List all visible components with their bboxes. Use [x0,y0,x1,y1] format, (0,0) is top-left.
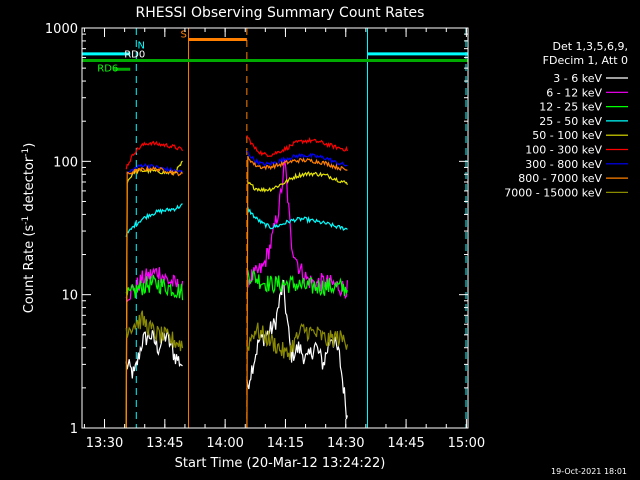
x-tick-label: 14:00 [206,436,243,451]
legend-label: 12 - 25 keV [539,101,602,114]
y-axis-label: Count Rate (s-1 detector-1) [21,143,37,314]
x-tick-label: 13:45 [146,436,183,451]
x-tick-label: 14:15 [267,436,304,451]
series-trace [125,310,184,352]
legend-header-line-2: FDecim 1, Att 0 [543,54,628,67]
x-tick-label: 15:00 [448,436,485,451]
legend-header-line-1: Det 1,3,5,6,9, [552,40,628,53]
series-5 [125,135,348,170]
series-trace [246,279,348,420]
footer-date: 19-Oct-2021 18:01 [551,467,627,476]
series-trace [125,275,184,301]
series-8 [125,310,348,361]
flag-label: RD6 [97,64,118,75]
flag-label: S [181,29,187,40]
legend-label: 50 - 100 keV [532,129,602,142]
series-trace [246,160,348,300]
flag-label: N [137,41,144,52]
chart-title: RHESSI Observing Summary Count Rates [136,5,425,21]
x-tick-label: 14:30 [327,436,364,451]
x-tick-label: 14:45 [387,436,424,451]
series-trace [125,140,184,170]
x-tick-label: 13:30 [86,436,123,451]
legend-label: 6 - 12 keV [546,86,602,99]
series-0 [125,279,348,420]
legend-label: 300 - 800 keV [525,158,602,171]
series-layer [125,135,348,428]
y-tick-label: 100 [53,155,78,170]
series-trace [125,203,183,238]
series-trace [246,135,348,158]
series-trace [246,155,348,428]
y-axis: 1 10 100 1000 [45,22,468,437]
series-2 [125,268,348,301]
series-3 [125,203,348,238]
x-axis: 13:30 13:45 14:00 14:15 14:30 14:45 15:00 [83,28,485,451]
legend-label: 3 - 6 keV [553,72,602,85]
series-trace [125,165,183,428]
series-trace [246,171,348,193]
legend-label: 800 - 7000 keV [518,172,602,185]
legend-label: 25 - 50 keV [539,115,602,128]
series-7 [125,155,348,428]
series-trace [246,150,348,167]
flag-label: RD0 [124,50,145,61]
series-trace [246,206,348,231]
series-trace [246,322,348,361]
series-trace [246,268,348,296]
legend-label: 100 - 300 keV [525,144,602,157]
x-axis-label: Start Time (20-Mar-12 13:24:22) [175,456,386,471]
series-trace [125,330,183,379]
y-tick-label: 10 [61,289,78,304]
y-tick-label: 1 [70,422,78,437]
plot-frame [81,27,469,429]
legend-label: 7000 - 15000 keV [504,186,602,199]
y-tick-label: 1000 [45,22,78,37]
